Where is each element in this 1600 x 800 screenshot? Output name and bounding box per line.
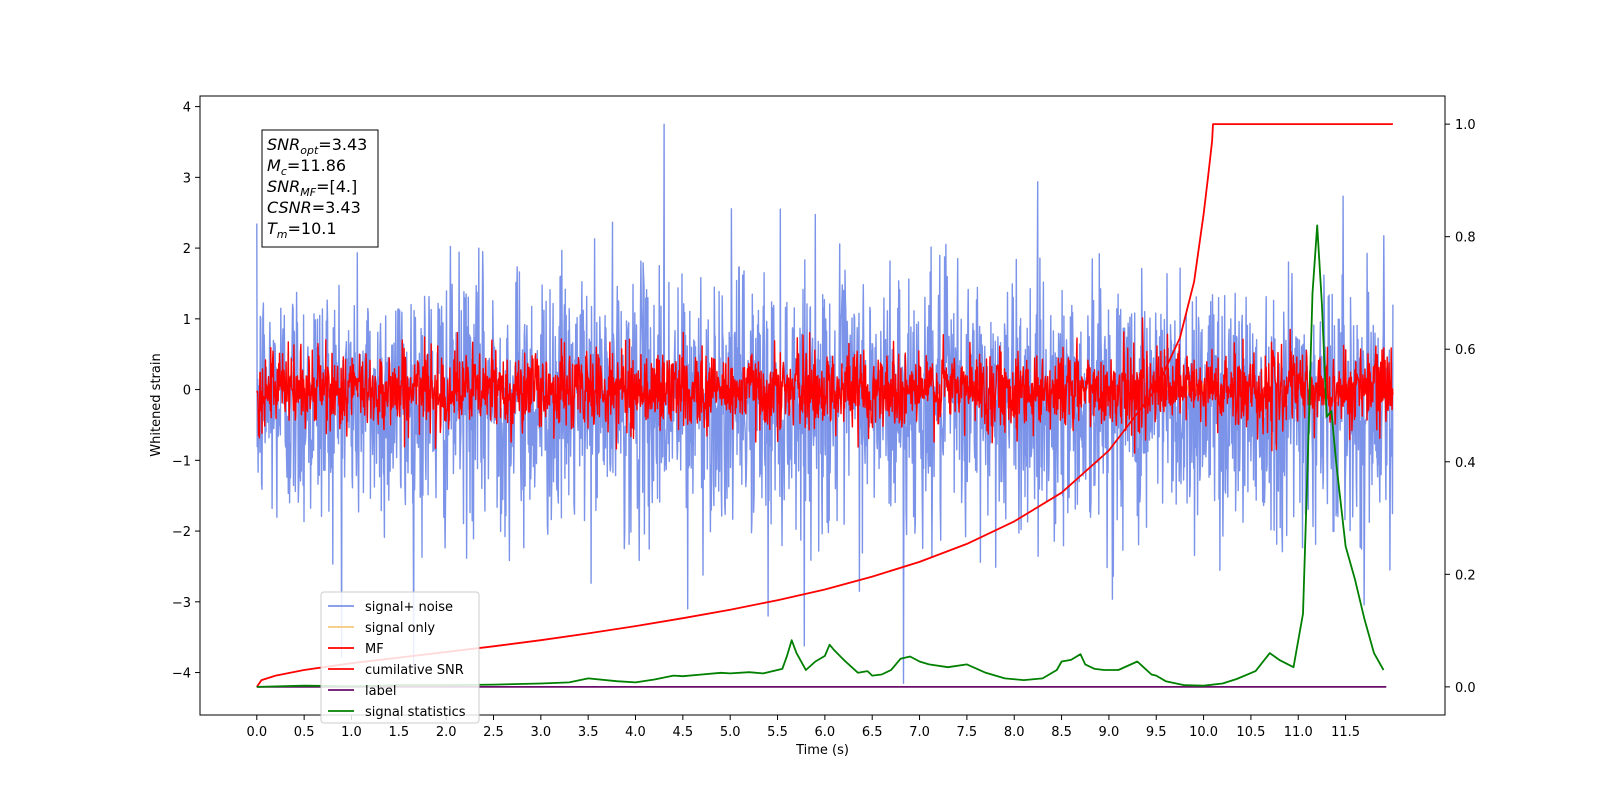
y2-tick-label: 0.4 xyxy=(1455,456,1476,471)
x-tick-label: 5.0 xyxy=(720,725,741,740)
x-tick-label: 2.0 xyxy=(436,725,457,740)
info-subscript: MF xyxy=(300,186,316,199)
x-tick-label: 5.5 xyxy=(767,725,788,740)
y-tick-label: −1 xyxy=(172,454,191,469)
info-subscript: c xyxy=(281,165,287,178)
y-tick-label: 0 xyxy=(183,384,191,399)
series-line-signal-statistics xyxy=(256,224,1385,688)
series-line-mf xyxy=(256,317,1394,454)
x-tick-label: 0.5 xyxy=(294,725,315,740)
x-tick-label: 10.0 xyxy=(1189,725,1218,740)
info-subscript: m xyxy=(277,228,288,241)
info-line: Mc=11.86 xyxy=(267,156,346,178)
x-tick-label: 11.5 xyxy=(1331,725,1360,740)
x-tick-label: 3.0 xyxy=(530,725,551,740)
legend-label: signal statistics xyxy=(365,705,466,720)
x-tick-label: 1.0 xyxy=(341,725,362,740)
x-tick-label: 9.5 xyxy=(1146,725,1167,740)
info-line: SNRMF=[4.] xyxy=(267,177,357,199)
info-symbol: M xyxy=(267,156,281,175)
x-tick-label: 9.0 xyxy=(1099,725,1120,740)
x-tick-label: 6.5 xyxy=(862,725,883,740)
x-axis: 0.0 0.5 1.0 1.5 2.0 2.5 3.0 3.5 4.0 4.5 5.0 5.5 6.0 6… xyxy=(246,715,1360,740)
info-value: =3.43 xyxy=(318,135,367,154)
info-line: SNRopt=3.43 xyxy=(267,135,367,157)
info-line: CSNR=3.43 xyxy=(267,198,361,217)
x-tick-label: 6.0 xyxy=(815,725,836,740)
x-tick-label: 8.0 xyxy=(1004,725,1025,740)
legend-label: cumilative SNR xyxy=(365,663,464,678)
info-value: =3.43 xyxy=(312,198,361,217)
series-line-signal-noise xyxy=(256,123,1394,684)
x-tick-label: 4.0 xyxy=(625,725,646,740)
info-subscript: opt xyxy=(300,144,319,157)
y2-tick-label: 0.8 xyxy=(1455,231,1476,246)
x-tick-label: 0.0 xyxy=(246,725,267,740)
y2-tick-label: 0.6 xyxy=(1455,343,1476,358)
info-value: =10.1 xyxy=(288,219,337,238)
x-tick-label: 11.0 xyxy=(1284,725,1313,740)
y-tick-label: 1 xyxy=(183,313,191,328)
y-axis-label: Whitened strain xyxy=(149,353,164,456)
info-symbol: T xyxy=(267,219,278,238)
axes-frame xyxy=(199,95,1446,716)
legend: signal+ noise signal only MF cumilative SNR… xyxy=(320,591,480,724)
y-axis-right: 1.0 0.8 0.6 0.4 0.2 0.0 xyxy=(1445,118,1476,696)
x-tick-label: 7.5 xyxy=(957,725,978,740)
y-tick-label: −4 xyxy=(172,667,191,682)
y-tick-label: 3 xyxy=(183,171,191,186)
x-tick-label: 8.5 xyxy=(1051,725,1072,740)
x-tick-label: 2.5 xyxy=(483,725,504,740)
legend-label: label xyxy=(365,684,396,699)
legend-label: signal+ noise xyxy=(365,600,453,615)
y-tick-label: 2 xyxy=(183,242,191,257)
y-tick-label: 4 xyxy=(183,101,191,116)
info-symbol: SNR xyxy=(267,177,300,196)
x-tick-label: 4.5 xyxy=(673,725,694,740)
info-line: Tm=10.1 xyxy=(267,219,337,241)
x-tick-label: 7.0 xyxy=(909,725,930,740)
info-value: =11.86 xyxy=(287,156,346,175)
y2-tick-label: 0.0 xyxy=(1455,681,1476,696)
y-tick-label: −2 xyxy=(172,525,191,540)
x-tick-label: 1.5 xyxy=(388,725,409,740)
x-tick-label: 3.5 xyxy=(578,725,599,740)
info-box-frame xyxy=(261,129,379,248)
y-axis-left: 4 3 2 1 0 −1 −2 −3 −4 xyxy=(172,101,200,682)
info-box: SNRopt=3.43Mc=11.86SNRMF=[4.]CSNR=3.43Tm… xyxy=(261,129,379,248)
legend-label: signal only xyxy=(365,621,435,636)
legend-frame xyxy=(320,591,480,724)
x-axis-label: Time (s) xyxy=(795,743,849,758)
info-value: =[4.] xyxy=(316,177,357,196)
y-tick-label: −3 xyxy=(172,596,191,611)
y2-tick-label: 0.2 xyxy=(1455,568,1476,583)
x-tick-label: 10.5 xyxy=(1236,725,1265,740)
y2-tick-label: 1.0 xyxy=(1455,118,1476,133)
info-symbol: CSNR xyxy=(267,198,312,217)
legend-label: MF xyxy=(365,642,384,657)
info-symbol: SNR xyxy=(267,135,300,154)
